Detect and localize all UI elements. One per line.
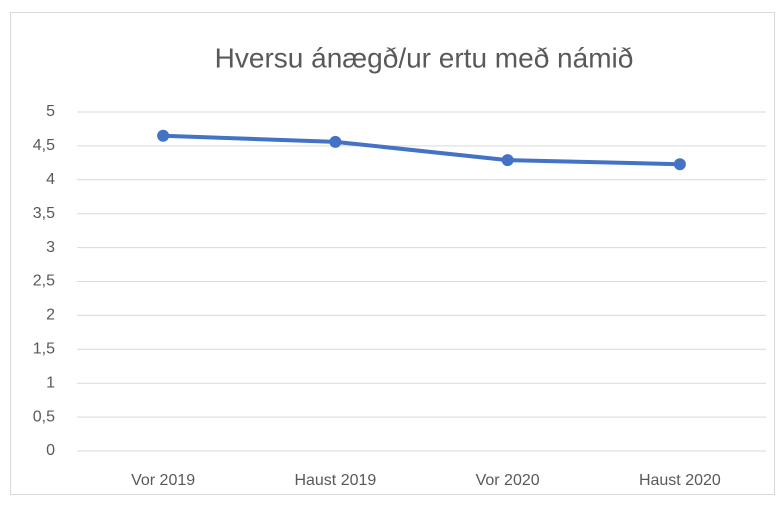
data-line (163, 133, 680, 167)
y-tick-label: 5 (46, 103, 55, 120)
x-tick-label: Haust 2019 (294, 472, 376, 489)
y-tick-label: 4 (46, 171, 55, 188)
y-tick-label: 3 (46, 239, 55, 256)
x-tick-label: Haust 2020 (639, 472, 721, 489)
y-tick-label: 3,5 (33, 205, 55, 222)
data-point (501, 154, 514, 167)
y-tick-label: 2,5 (33, 273, 55, 290)
x-tick-label: Vor 2020 (476, 472, 540, 489)
y-tick-label: 2 (46, 307, 55, 324)
data-point (329, 135, 342, 148)
data-point (673, 158, 686, 171)
x-tick-label: Vor 2019 (131, 472, 195, 489)
chart-border (10, 12, 775, 495)
y-tick-label: 0 (46, 442, 55, 459)
y-tick-label: 4,5 (33, 137, 55, 154)
y-tick-label: 1 (46, 374, 55, 391)
chart-title: Hversu ánægð/ur ertu með námið (215, 42, 634, 73)
y-tick-label: 0,5 (33, 408, 55, 425)
y-tick-label: 1,5 (33, 341, 55, 358)
data-point (157, 129, 170, 142)
